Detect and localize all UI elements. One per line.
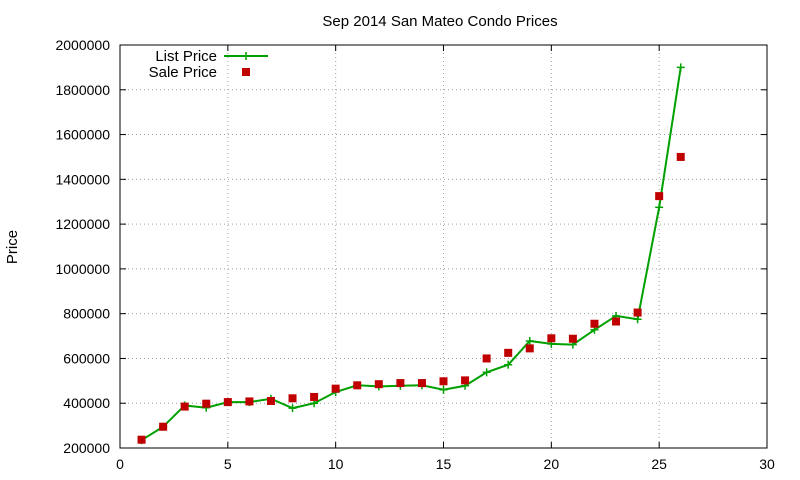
legend-samples — [224, 52, 268, 76]
sale-price-point — [525, 344, 534, 353]
list-price-point — [633, 315, 642, 324]
sale-price-point — [439, 377, 448, 386]
sale-price-point — [612, 317, 621, 326]
legend-label-list-price: List Price — [155, 48, 217, 65]
sale-price-point — [461, 376, 470, 385]
sale-price-point — [180, 402, 189, 411]
sale-price-point — [547, 334, 556, 343]
plot-frame — [119, 44, 768, 449]
y-tick-label: 600000 — [63, 350, 110, 366]
y-tick-label: 1000000 — [55, 261, 110, 277]
y-axis-label: Price — [4, 230, 21, 264]
sale-price-point — [374, 380, 383, 389]
sale-price-point — [245, 397, 254, 406]
legend-marker-list-price — [242, 52, 250, 60]
sale-price-point — [331, 384, 340, 393]
list-price-point — [525, 336, 534, 345]
y-tick-label: 1600000 — [55, 127, 110, 143]
list-price-point — [655, 203, 664, 212]
sale-price-point — [590, 319, 599, 328]
legend-label-sale-price: Sale Price — [149, 64, 217, 81]
sale-price-point — [288, 394, 297, 403]
x-tick-label: 25 — [651, 456, 667, 472]
y-tick-label: 800000 — [63, 306, 110, 322]
list-price-line — [141, 67, 682, 442]
x-tick-label: 5 — [224, 456, 232, 472]
sale-price-point — [310, 392, 319, 401]
y-tick-label: 1800000 — [55, 82, 110, 98]
list-price-point — [482, 368, 491, 377]
sale-price-point — [655, 192, 664, 201]
sale-price-point — [137, 435, 146, 444]
y-tick-label: 1400000 — [55, 171, 110, 187]
y-tick-label: 2000000 — [55, 37, 110, 53]
chart-title: Sep 2014 San Mateo Condo Prices — [322, 13, 557, 30]
list-price-point — [504, 360, 513, 369]
x-tick-label: 20 — [544, 456, 560, 472]
list-price-point — [288, 404, 297, 413]
sale-price-point — [353, 381, 362, 390]
sale-price-point — [266, 396, 275, 405]
sale-price-point — [568, 334, 577, 343]
y-tick-label: 400000 — [63, 395, 110, 411]
sale-price-point — [202, 399, 211, 408]
x-tick-label: 10 — [328, 456, 344, 472]
list-price-point — [439, 385, 448, 394]
legend: List Price Sale Price — [149, 48, 268, 81]
x-tick-label: 15 — [436, 456, 452, 472]
sale-price-point — [223, 398, 232, 407]
sale-price-point — [396, 379, 405, 388]
sale-price-point — [159, 422, 168, 431]
plot-series — [137, 63, 685, 445]
x-tick-label: 30 — [759, 456, 775, 472]
y-tick-label: 200000 — [63, 440, 110, 456]
x-tick-label: 0 — [116, 456, 124, 472]
y-tick-label: 1200000 — [55, 216, 110, 232]
sale-price-point — [417, 379, 426, 388]
sale-price-point — [482, 354, 491, 363]
sale-price-point — [633, 308, 642, 317]
sale-price-point — [504, 348, 513, 357]
sale-price-point — [676, 152, 685, 161]
list-price-point — [676, 63, 685, 72]
legend-marker-sale-price — [242, 68, 250, 76]
